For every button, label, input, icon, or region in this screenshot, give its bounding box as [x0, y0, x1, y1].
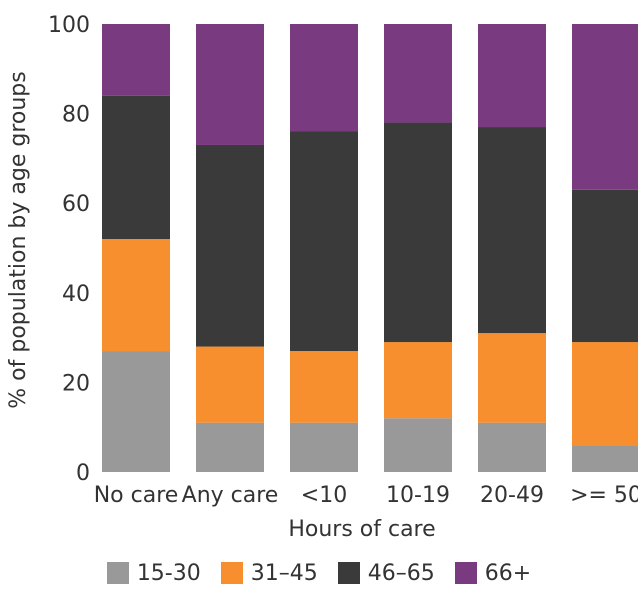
legend-label: 15-30: [136, 560, 201, 586]
bar-segment: [384, 122, 452, 343]
x-tick-label: 10-19: [386, 483, 450, 508]
bar-segment: [290, 24, 358, 132]
bar-segment: [290, 422, 358, 472]
bar-segment: [290, 131, 358, 352]
bar-segment: [290, 351, 358, 423]
y-tick-label: 80: [62, 103, 90, 128]
legend-item: 15-30: [106, 560, 201, 586]
x-tick-label: >= 50: [570, 483, 638, 508]
bar-segment: [572, 445, 638, 472]
bar-segment: [572, 189, 638, 343]
bar-segment: [196, 24, 264, 145]
bar-segment: [478, 422, 546, 472]
bar-segment: [478, 24, 546, 128]
legend-item: 66+: [454, 560, 532, 586]
legend: 15-30 31–45 46–65 66+: [0, 553, 638, 593]
bar-segment: [384, 24, 452, 123]
bar-segment: [572, 342, 638, 446]
bar-segment: [478, 333, 546, 423]
bar-segment: [196, 346, 264, 423]
legend-label: 66+: [484, 560, 532, 586]
bar-segment: [102, 24, 170, 96]
y-tick-label: 0: [76, 461, 90, 486]
bar-segment: [102, 239, 170, 352]
bar-segment: [384, 418, 452, 472]
x-axis-title: Hours of care: [288, 517, 435, 542]
y-tick-label: 20: [62, 371, 90, 396]
bar-segment: [196, 422, 264, 472]
legend-label: 31–45: [250, 560, 318, 586]
x-tick-label: 20-49: [480, 483, 544, 508]
legend-swatch: [220, 562, 243, 584]
x-tick-label: Any care: [182, 483, 279, 508]
x-tick-label: <10: [301, 483, 347, 508]
y-axis-ticks: 0 20 40 60 80 100: [48, 13, 90, 486]
bar-segment: [478, 127, 546, 334]
legend-item: 31–45: [220, 560, 318, 586]
y-tick-label: 40: [62, 282, 90, 307]
legend-swatch: [106, 562, 129, 584]
y-axis-title: % of population by age groups: [6, 71, 31, 408]
legend-label: 46–65: [367, 560, 435, 586]
bar-segment: [102, 351, 170, 472]
y-tick-label: 60: [62, 192, 90, 217]
y-tick-label: 100: [48, 13, 90, 38]
legend-swatch: [454, 562, 477, 584]
bar-segment: [572, 24, 638, 190]
x-tick-label: No care: [94, 483, 179, 508]
legend-item: 46–65: [337, 560, 435, 586]
bars: [102, 24, 638, 472]
x-axis-ticks: No care Any care <10 10-19 20-49 >= 50: [94, 483, 638, 508]
bar-segment: [384, 342, 452, 419]
bar-segment: [102, 95, 170, 240]
bar-segment: [196, 144, 264, 347]
legend-swatch: [337, 562, 360, 584]
